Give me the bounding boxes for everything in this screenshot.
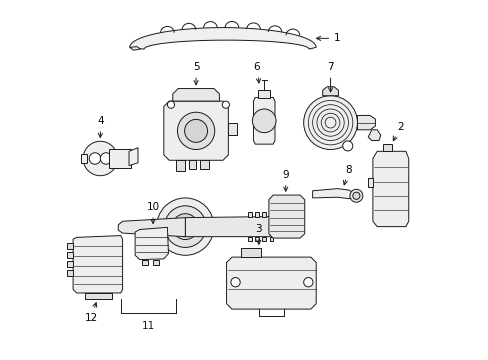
Polygon shape (247, 212, 251, 217)
Polygon shape (253, 98, 274, 144)
Polygon shape (67, 261, 73, 267)
Polygon shape (226, 257, 316, 309)
Polygon shape (172, 89, 219, 101)
Polygon shape (118, 218, 185, 237)
Polygon shape (367, 178, 372, 187)
Text: 3: 3 (255, 224, 262, 244)
Circle shape (342, 141, 352, 151)
Polygon shape (109, 149, 131, 168)
Text: 4: 4 (97, 116, 103, 138)
Circle shape (252, 109, 276, 133)
Text: 1: 1 (316, 33, 340, 43)
Text: 7: 7 (326, 62, 333, 92)
Polygon shape (185, 217, 272, 237)
Polygon shape (258, 90, 270, 98)
Polygon shape (67, 270, 73, 276)
Polygon shape (67, 252, 73, 258)
Circle shape (156, 198, 214, 255)
Text: 12: 12 (84, 303, 98, 323)
Polygon shape (269, 237, 273, 241)
Text: 6: 6 (253, 62, 260, 83)
Polygon shape (255, 237, 258, 241)
Polygon shape (176, 160, 185, 171)
Circle shape (222, 101, 229, 108)
Polygon shape (255, 212, 258, 217)
Circle shape (230, 278, 240, 287)
Polygon shape (262, 212, 265, 217)
Polygon shape (188, 160, 196, 169)
Polygon shape (262, 237, 265, 241)
Circle shape (177, 112, 214, 149)
Polygon shape (129, 46, 140, 50)
Circle shape (172, 214, 198, 239)
Text: 5: 5 (192, 62, 199, 85)
Polygon shape (153, 260, 159, 265)
Polygon shape (268, 195, 304, 238)
Polygon shape (247, 237, 251, 241)
Polygon shape (163, 101, 228, 160)
Text: 8: 8 (343, 165, 351, 185)
Text: 2: 2 (392, 122, 403, 141)
Polygon shape (81, 154, 86, 163)
Circle shape (164, 206, 206, 247)
Circle shape (83, 141, 117, 176)
Polygon shape (367, 130, 380, 140)
Text: 10: 10 (146, 202, 159, 224)
Circle shape (303, 278, 312, 287)
Polygon shape (372, 151, 408, 226)
Polygon shape (135, 227, 168, 260)
Polygon shape (228, 123, 237, 135)
Polygon shape (85, 293, 112, 299)
Circle shape (349, 189, 362, 202)
Circle shape (89, 153, 101, 164)
Circle shape (184, 120, 207, 142)
Polygon shape (199, 160, 208, 169)
Polygon shape (382, 144, 391, 151)
Circle shape (100, 153, 112, 164)
Text: 9: 9 (282, 170, 288, 191)
Polygon shape (142, 260, 148, 265)
Circle shape (352, 192, 359, 199)
Polygon shape (269, 212, 273, 217)
Circle shape (167, 101, 174, 108)
Polygon shape (322, 87, 338, 96)
Circle shape (303, 96, 357, 149)
Polygon shape (129, 148, 138, 166)
Text: 11: 11 (142, 320, 155, 330)
Polygon shape (129, 28, 316, 49)
Polygon shape (312, 189, 355, 199)
Polygon shape (241, 248, 260, 257)
Polygon shape (73, 235, 122, 293)
Polygon shape (67, 243, 73, 249)
Polygon shape (357, 116, 375, 130)
